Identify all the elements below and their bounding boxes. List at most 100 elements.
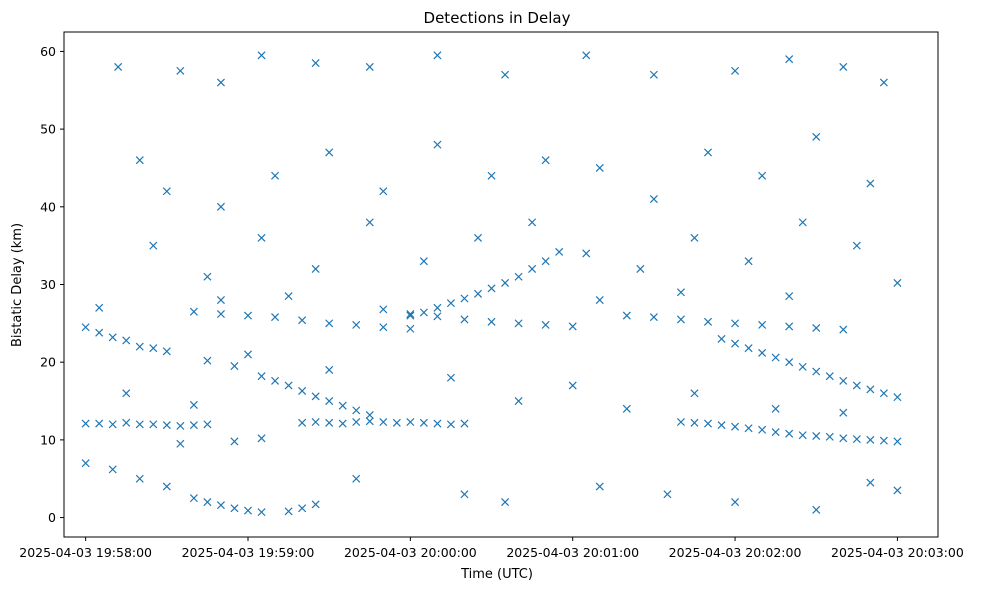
x-tick-label: 2025-04-03 20:01:00	[506, 545, 639, 560]
data-point	[135, 420, 144, 429]
data-point	[243, 311, 253, 320]
y-tick-label: 40	[40, 199, 56, 214]
chart-title: Detections in Delay	[424, 9, 571, 27]
data-point	[108, 465, 117, 474]
data-point	[406, 311, 415, 320]
data-point	[176, 439, 185, 448]
y-tick-label: 10	[40, 432, 56, 447]
data-point	[135, 342, 144, 351]
data-point	[798, 362, 807, 371]
data-point	[541, 156, 550, 165]
data-point	[243, 506, 253, 515]
data-point	[893, 486, 902, 495]
data-point	[284, 381, 293, 390]
data-point	[744, 257, 753, 266]
data-point	[514, 397, 523, 406]
data-points	[81, 51, 902, 517]
data-point	[690, 389, 699, 398]
data-point	[352, 474, 361, 483]
data-point	[771, 428, 780, 437]
data-point	[514, 319, 523, 328]
data-point	[114, 62, 123, 71]
y-axis-label: Bistatic Delay (km)	[10, 223, 25, 347]
data-point	[555, 247, 564, 256]
data-point	[243, 350, 253, 359]
data-point	[446, 373, 455, 382]
data-point	[460, 294, 469, 303]
data-point	[135, 156, 144, 165]
data-point	[690, 418, 699, 427]
data-point	[216, 78, 225, 87]
data-point	[406, 417, 415, 427]
data-point	[298, 386, 307, 395]
x-tick-label: 2025-04-03 20:00:00	[344, 545, 477, 560]
data-point	[311, 264, 320, 273]
data-point	[771, 404, 780, 413]
data-point	[893, 278, 902, 287]
data-point	[149, 420, 158, 429]
data-point	[501, 278, 510, 287]
data-point	[311, 59, 320, 68]
data-point	[189, 400, 198, 409]
data-point	[622, 404, 631, 413]
data-point	[149, 241, 158, 250]
data-point	[731, 66, 740, 75]
data-point	[257, 508, 266, 517]
data-point	[257, 434, 266, 443]
data-point	[731, 498, 740, 507]
y-axis-ticks: 0 10 20 30 40 50 60	[40, 44, 64, 525]
data-point	[839, 62, 848, 71]
data-point	[257, 51, 266, 60]
data-point	[419, 308, 428, 317]
data-point	[595, 163, 604, 172]
data-point	[744, 344, 753, 353]
data-point	[528, 218, 537, 227]
data-point	[460, 490, 469, 499]
data-point	[298, 418, 307, 427]
plot-frame	[63, 31, 939, 538]
data-point	[839, 434, 848, 443]
data-point	[852, 381, 861, 390]
data-point	[81, 323, 90, 332]
data-point	[162, 421, 171, 430]
data-point	[298, 316, 307, 325]
x-tick-label: 2025-04-03 20:03:00	[831, 545, 964, 560]
data-point	[365, 62, 374, 71]
data-point	[406, 309, 415, 319]
data-point	[785, 55, 794, 64]
data-point	[825, 432, 834, 441]
data-point	[460, 315, 469, 324]
data-point	[122, 418, 131, 427]
data-point	[460, 419, 469, 428]
data-point	[338, 419, 347, 428]
data-point	[122, 389, 131, 398]
data-point	[758, 171, 767, 180]
data-point	[879, 78, 888, 87]
data-point	[541, 257, 550, 266]
data-point	[325, 319, 334, 328]
data-point	[325, 418, 334, 427]
data-point	[365, 417, 374, 426]
data-point	[95, 328, 104, 337]
data-point	[487, 171, 496, 180]
data-point	[812, 323, 821, 333]
data-point	[473, 289, 483, 298]
data-point	[649, 70, 658, 79]
data-point	[649, 195, 658, 204]
data-point	[798, 218, 807, 227]
data-point	[514, 272, 523, 281]
data-point	[379, 417, 388, 427]
data-point	[284, 292, 293, 301]
data-point	[392, 418, 401, 427]
data-point	[230, 362, 239, 371]
data-point	[257, 233, 266, 242]
data-point	[271, 171, 280, 180]
data-point	[703, 148, 713, 157]
data-point	[595, 296, 604, 305]
data-point	[893, 437, 902, 446]
data-point	[758, 348, 767, 357]
data-point	[216, 501, 225, 510]
data-point	[379, 187, 388, 196]
data-point	[582, 249, 591, 258]
